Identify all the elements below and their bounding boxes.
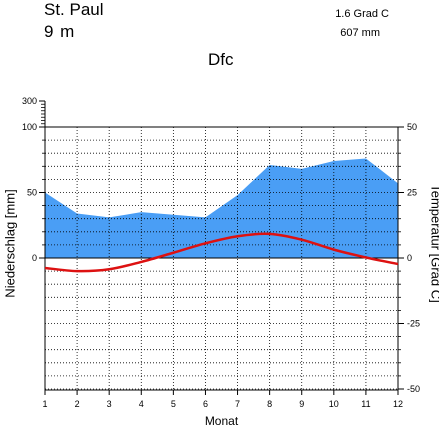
x-tick-label: 9 <box>299 399 304 409</box>
right-tick-label: 0 <box>407 253 412 263</box>
x-tick-label: 7 <box>235 399 240 409</box>
left-tick-label: 0 <box>32 253 37 263</box>
x-tick-label: 3 <box>107 399 112 409</box>
x-tick-label: 6 <box>203 399 208 409</box>
annual-precipitation: 607 mm <box>340 27 380 39</box>
x-axis-label: Monat <box>205 414 239 428</box>
x-tick-label: 12 <box>393 399 403 409</box>
left-tick-label: 100 <box>22 122 37 132</box>
left-tick-label: 300 <box>22 96 37 106</box>
x-tick-label: 2 <box>75 399 80 409</box>
x-tick-label: 5 <box>171 399 176 409</box>
x-tick-label: 4 <box>139 399 144 409</box>
precipitation-area <box>45 158 398 258</box>
right-tick-label: -25 <box>407 319 420 329</box>
station-name: St. Paul <box>44 0 104 19</box>
right-tick-label: 25 <box>407 188 417 198</box>
temperature-line <box>44 232 399 273</box>
climate-classification: Dfc <box>208 50 234 69</box>
right-tick-label: 50 <box>407 122 417 132</box>
y-axis-label-right: Temperatur [Grad C] <box>428 184 439 303</box>
station-elevation: 9 m <box>44 22 76 41</box>
x-tick-label: 1 <box>42 399 47 409</box>
left-tick-label: 50 <box>27 188 37 198</box>
x-tick-label: 10 <box>329 399 339 409</box>
x-tick-label: 8 <box>267 399 272 409</box>
x-tick-label: 11 <box>361 399 370 409</box>
right-tick-label: -50 <box>407 384 420 394</box>
y-axis-label-left: Niederschlag [mm] <box>2 189 18 298</box>
mean-temperature: 1.6 Grad C <box>335 8 389 20</box>
